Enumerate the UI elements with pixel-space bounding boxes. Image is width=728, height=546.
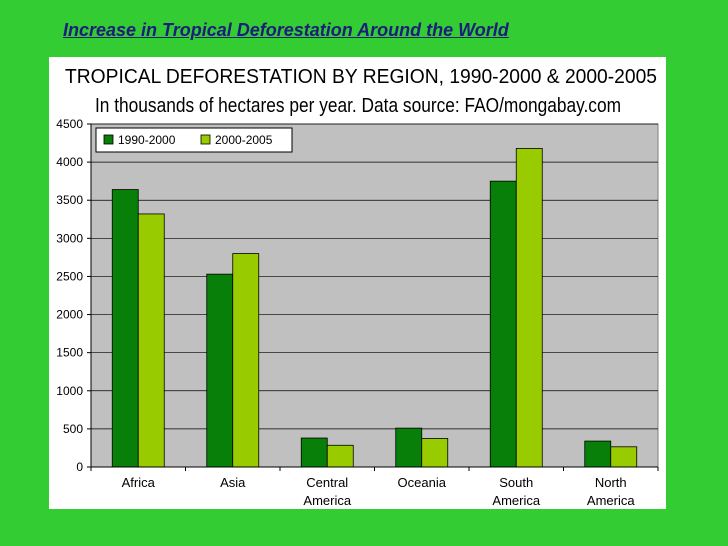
- bar-1990-2000-asia: [206, 273, 234, 468]
- bar-2000-2005-south-america: [515, 147, 543, 468]
- legend-label: 1990-2000: [118, 133, 176, 147]
- x-tick-label: Central: [306, 475, 348, 490]
- y-tick-label: 500: [63, 422, 83, 436]
- bar-1990-2000-central-america: [300, 437, 328, 468]
- bar-2000-2005-africa: [137, 213, 165, 468]
- slide-title: Increase in Tropical Deforestation Aroun…: [63, 20, 509, 40]
- bar-1990-2000-africa: [111, 189, 139, 468]
- x-tick-label: North: [595, 475, 627, 490]
- bars-layer: [111, 147, 638, 468]
- y-tick-label: 0: [76, 460, 83, 474]
- chart-title: TROPICAL DEFORESTATION BY REGION, 1990-2…: [65, 66, 657, 88]
- y-tick-label: 1000: [56, 384, 83, 398]
- axis-layer: 0 500 1000 1500 2000 2500 3000 3500 4000 4500 Afri…: [56, 117, 659, 508]
- legend-label: 2000-2005: [215, 133, 273, 147]
- y-tick-label: 3500: [56, 193, 83, 207]
- x-tick-label: South: [499, 475, 533, 490]
- x-tick-label: Africa: [122, 475, 156, 490]
- plot-area: [90, 123, 659, 468]
- y-tick-label: 2000: [56, 308, 83, 322]
- bar-1990-2000-south-america: [489, 180, 517, 468]
- x-tick-label: America: [492, 493, 540, 508]
- x-tick-label: America: [303, 493, 351, 508]
- bar-2000-2005-asia: [232, 253, 260, 468]
- bar-1990-2000-north-america: [584, 440, 612, 468]
- bar-1990-2000-oceania: [395, 427, 423, 468]
- legend-swatch: [200, 134, 211, 145]
- x-tick-label: America: [587, 493, 635, 508]
- bar-2000-2005-oceania: [421, 438, 449, 468]
- chart-subtitle: In thousands of hectares per year. Data …: [95, 95, 621, 117]
- y-tick-label: 4000: [56, 155, 83, 169]
- chart-legend: 1990-2000 2000-2005: [95, 127, 293, 153]
- grid-layer: [91, 123, 658, 430]
- bar-2000-2005-central-america: [326, 444, 354, 468]
- y-tick-label: 2500: [56, 269, 83, 283]
- deforestation-bar-chart: TROPICAL DEFORESTATION BY REGION, 1990-2…: [56, 66, 659, 508]
- y-tick-label: 4500: [56, 117, 83, 131]
- bar-2000-2005-north-america: [610, 446, 638, 468]
- x-tick-label: Oceania: [398, 475, 447, 490]
- legend-swatch: [103, 134, 114, 145]
- x-tick-label: Asia: [220, 475, 246, 490]
- legend-box: [95, 127, 293, 153]
- y-tick-label: 3000: [56, 231, 83, 245]
- y-tick-label: 1500: [56, 346, 83, 360]
- chart-frame: TROPICAL DEFORESTATION BY REGION, 1990-2…: [49, 57, 666, 509]
